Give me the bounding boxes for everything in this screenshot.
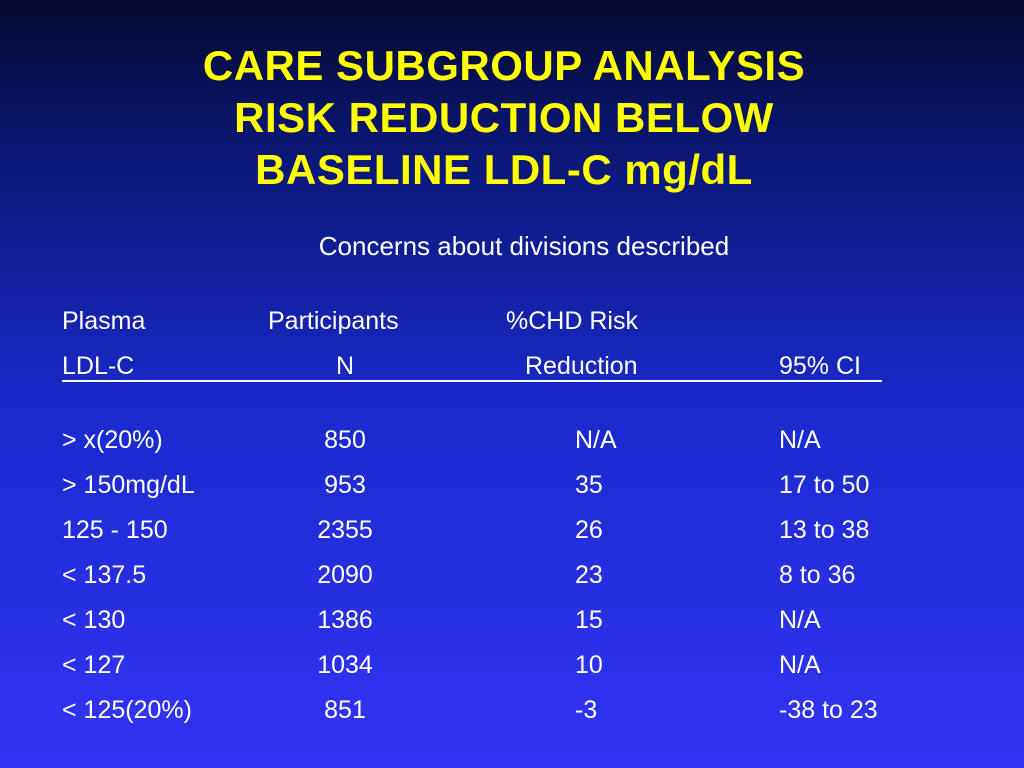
row-plasma: 125 - 150	[62, 516, 168, 544]
row-ci: 17 to 50	[779, 471, 870, 499]
row-plasma: < 130	[62, 606, 126, 634]
header-n: N	[336, 352, 355, 380]
row-n: 2090	[317, 561, 373, 589]
header-ldl-c: LDL-C	[62, 352, 135, 380]
row-n: 851	[324, 696, 366, 724]
header-participants: Participants	[268, 307, 399, 335]
title-line-2: RISK REDUCTION BELOW	[234, 94, 774, 141]
slide-title: CARE SUBGROUP ANALYSIS RISK REDUCTION BE…	[0, 40, 1008, 196]
row-reduction: N/A	[575, 426, 617, 454]
row-n: 1034	[317, 651, 373, 679]
row-plasma: < 125(20%)	[62, 696, 192, 724]
header-chd-risk: %CHD Risk	[506, 307, 638, 335]
row-ci: N/A	[779, 651, 821, 679]
row-plasma: > 150mg/dL	[62, 471, 195, 499]
row-ci: 13 to 38	[779, 516, 870, 544]
row-reduction: 26	[575, 516, 603, 544]
row-ci: N/A	[779, 606, 821, 634]
row-plasma: > x(20%)	[62, 426, 163, 454]
header-underline	[62, 380, 882, 382]
row-reduction: -3	[575, 696, 598, 724]
row-reduction: 23	[575, 561, 603, 589]
row-ci: N/A	[779, 426, 821, 454]
row-n: 850	[324, 426, 366, 454]
title-line-3: BASELINE LDL-C mg/dL	[255, 146, 753, 193]
header-reduction: Reduction	[525, 352, 638, 380]
row-n: 1386	[317, 606, 373, 634]
row-reduction: 35	[575, 471, 603, 499]
row-reduction: 10	[575, 651, 603, 679]
row-plasma: < 137.5	[62, 561, 147, 589]
title-line-1: CARE SUBGROUP ANALYSIS	[202, 42, 806, 89]
row-n: 953	[324, 471, 366, 499]
row-reduction: 15	[575, 606, 603, 634]
header-plasma: Plasma	[62, 307, 146, 335]
row-ci: -38 to 23	[779, 696, 878, 724]
row-plasma: < 127	[62, 651, 126, 679]
slide-subtitle: Concerns about divisions described	[318, 231, 730, 261]
header-ci: 95% CI	[779, 352, 861, 380]
row-ci: 8 to 36	[779, 561, 856, 589]
row-n: 2355	[317, 516, 373, 544]
